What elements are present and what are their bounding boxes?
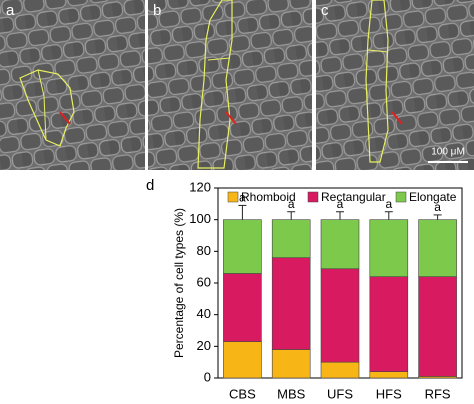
legend-label: Rectangular bbox=[321, 190, 386, 204]
bar-segment bbox=[369, 276, 409, 372]
significance-letter: a bbox=[337, 197, 344, 211]
error-bar bbox=[287, 211, 296, 220]
x-tick-label: HFS bbox=[376, 386, 402, 401]
panel-label: b bbox=[153, 2, 161, 19]
panel-label: a bbox=[6, 2, 15, 19]
y-tick-label: 40 bbox=[197, 306, 211, 321]
x-tick-label: CBS bbox=[229, 386, 256, 401]
bar-segment bbox=[223, 219, 262, 274]
bar-segment bbox=[223, 273, 262, 342]
y-tick-label: 120 bbox=[189, 179, 211, 194]
sem-image-c bbox=[316, 0, 474, 170]
legend-label: Rhomboid bbox=[241, 190, 296, 204]
significance-letter: a bbox=[385, 197, 392, 211]
y-tick-label: 0 bbox=[204, 369, 211, 384]
x-tick-label: RFS bbox=[425, 386, 451, 401]
x-tick-label: MBS bbox=[277, 386, 306, 401]
significance-letter: a bbox=[434, 200, 441, 214]
error-bar bbox=[384, 211, 393, 220]
error-bar bbox=[433, 214, 442, 220]
sem-image-b bbox=[148, 0, 312, 170]
bar-segment bbox=[369, 219, 409, 277]
bar-segment bbox=[320, 268, 360, 363]
x-tick-label: UFS bbox=[327, 386, 353, 401]
bar-segment bbox=[271, 219, 311, 258]
significance-letter: a bbox=[288, 197, 295, 211]
bar-segment bbox=[271, 257, 311, 350]
y-tick-label: 80 bbox=[197, 243, 211, 258]
y-tick-label: 20 bbox=[197, 338, 211, 353]
legend-swatch bbox=[307, 191, 319, 203]
error-bar bbox=[336, 211, 344, 220]
legend-swatch bbox=[227, 191, 239, 203]
bar-segment bbox=[320, 219, 360, 270]
legend-swatch bbox=[395, 191, 407, 203]
y-tick-label: 60 bbox=[197, 274, 211, 289]
bar-segment bbox=[223, 341, 262, 379]
sem-image-a bbox=[0, 0, 145, 170]
error-bar bbox=[238, 204, 247, 220]
panel-label: d bbox=[146, 177, 154, 194]
bar-segment bbox=[418, 219, 457, 277]
bar-segment bbox=[369, 371, 409, 379]
panel-label: c bbox=[321, 2, 329, 19]
y-axis-label: Percentage of cell types (%) bbox=[172, 208, 186, 358]
legend-label: Elongate bbox=[409, 190, 457, 204]
bar-segment bbox=[320, 361, 360, 379]
y-tick-label: 100 bbox=[189, 211, 211, 226]
bar-segment bbox=[418, 276, 457, 377]
bar-segment bbox=[271, 349, 311, 379]
significance-letter: a bbox=[239, 191, 246, 205]
scale-bar-label: 100 μM bbox=[431, 147, 465, 158]
